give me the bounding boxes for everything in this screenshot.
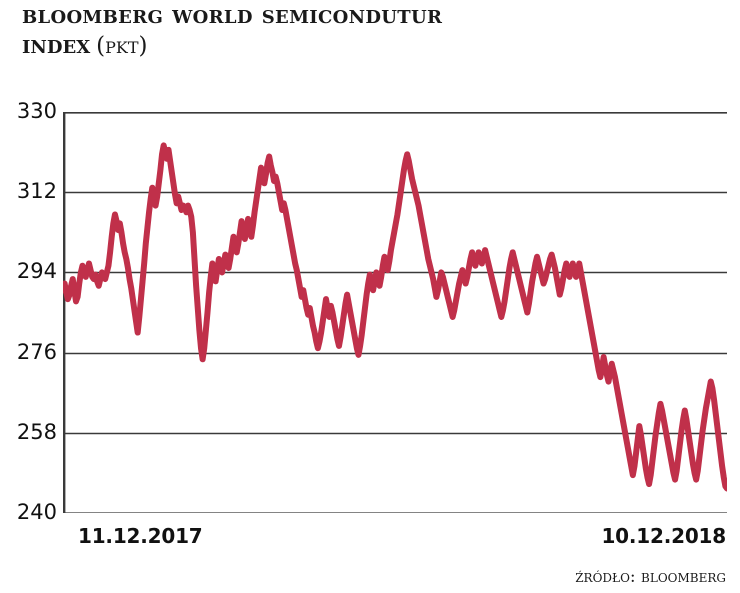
series-line-bloomberg-world-semicondutur-index: [63, 142, 727, 492]
y-axis-tick-label-240: 240: [16, 500, 57, 524]
page-title-line-1: Bloomberg World Semicondutur: [22, 0, 443, 29]
source-note: Źródło: Bloomberg: [575, 567, 726, 587]
y-axis-tick-label-330: 330: [16, 99, 57, 123]
y-axis-tick-label-276: 276: [16, 339, 57, 364]
y-axis-labels: 330 312 294 276 258 240: [0, 0, 57, 593]
y-axis-tick-label-312: 312: [16, 179, 57, 204]
chart-title-block: Bloomberg World Semicondutur Index (pkt): [22, 2, 702, 60]
page-title-unit: (pkt): [96, 32, 148, 59]
page-title-line-2-wrap: Index (pkt): [22, 30, 702, 60]
chart-canvas: [63, 112, 727, 513]
x-axis-label-end: 10.12.2018: [601, 524, 726, 548]
y-axis-tick-label-258: 258: [16, 419, 57, 444]
page-title-line-2: Index: [22, 29, 91, 59]
plot-area: [63, 112, 727, 513]
x-axis-label-start: 11.12.2017: [78, 524, 203, 548]
y-axis-tick-label-294: 294: [16, 259, 57, 284]
